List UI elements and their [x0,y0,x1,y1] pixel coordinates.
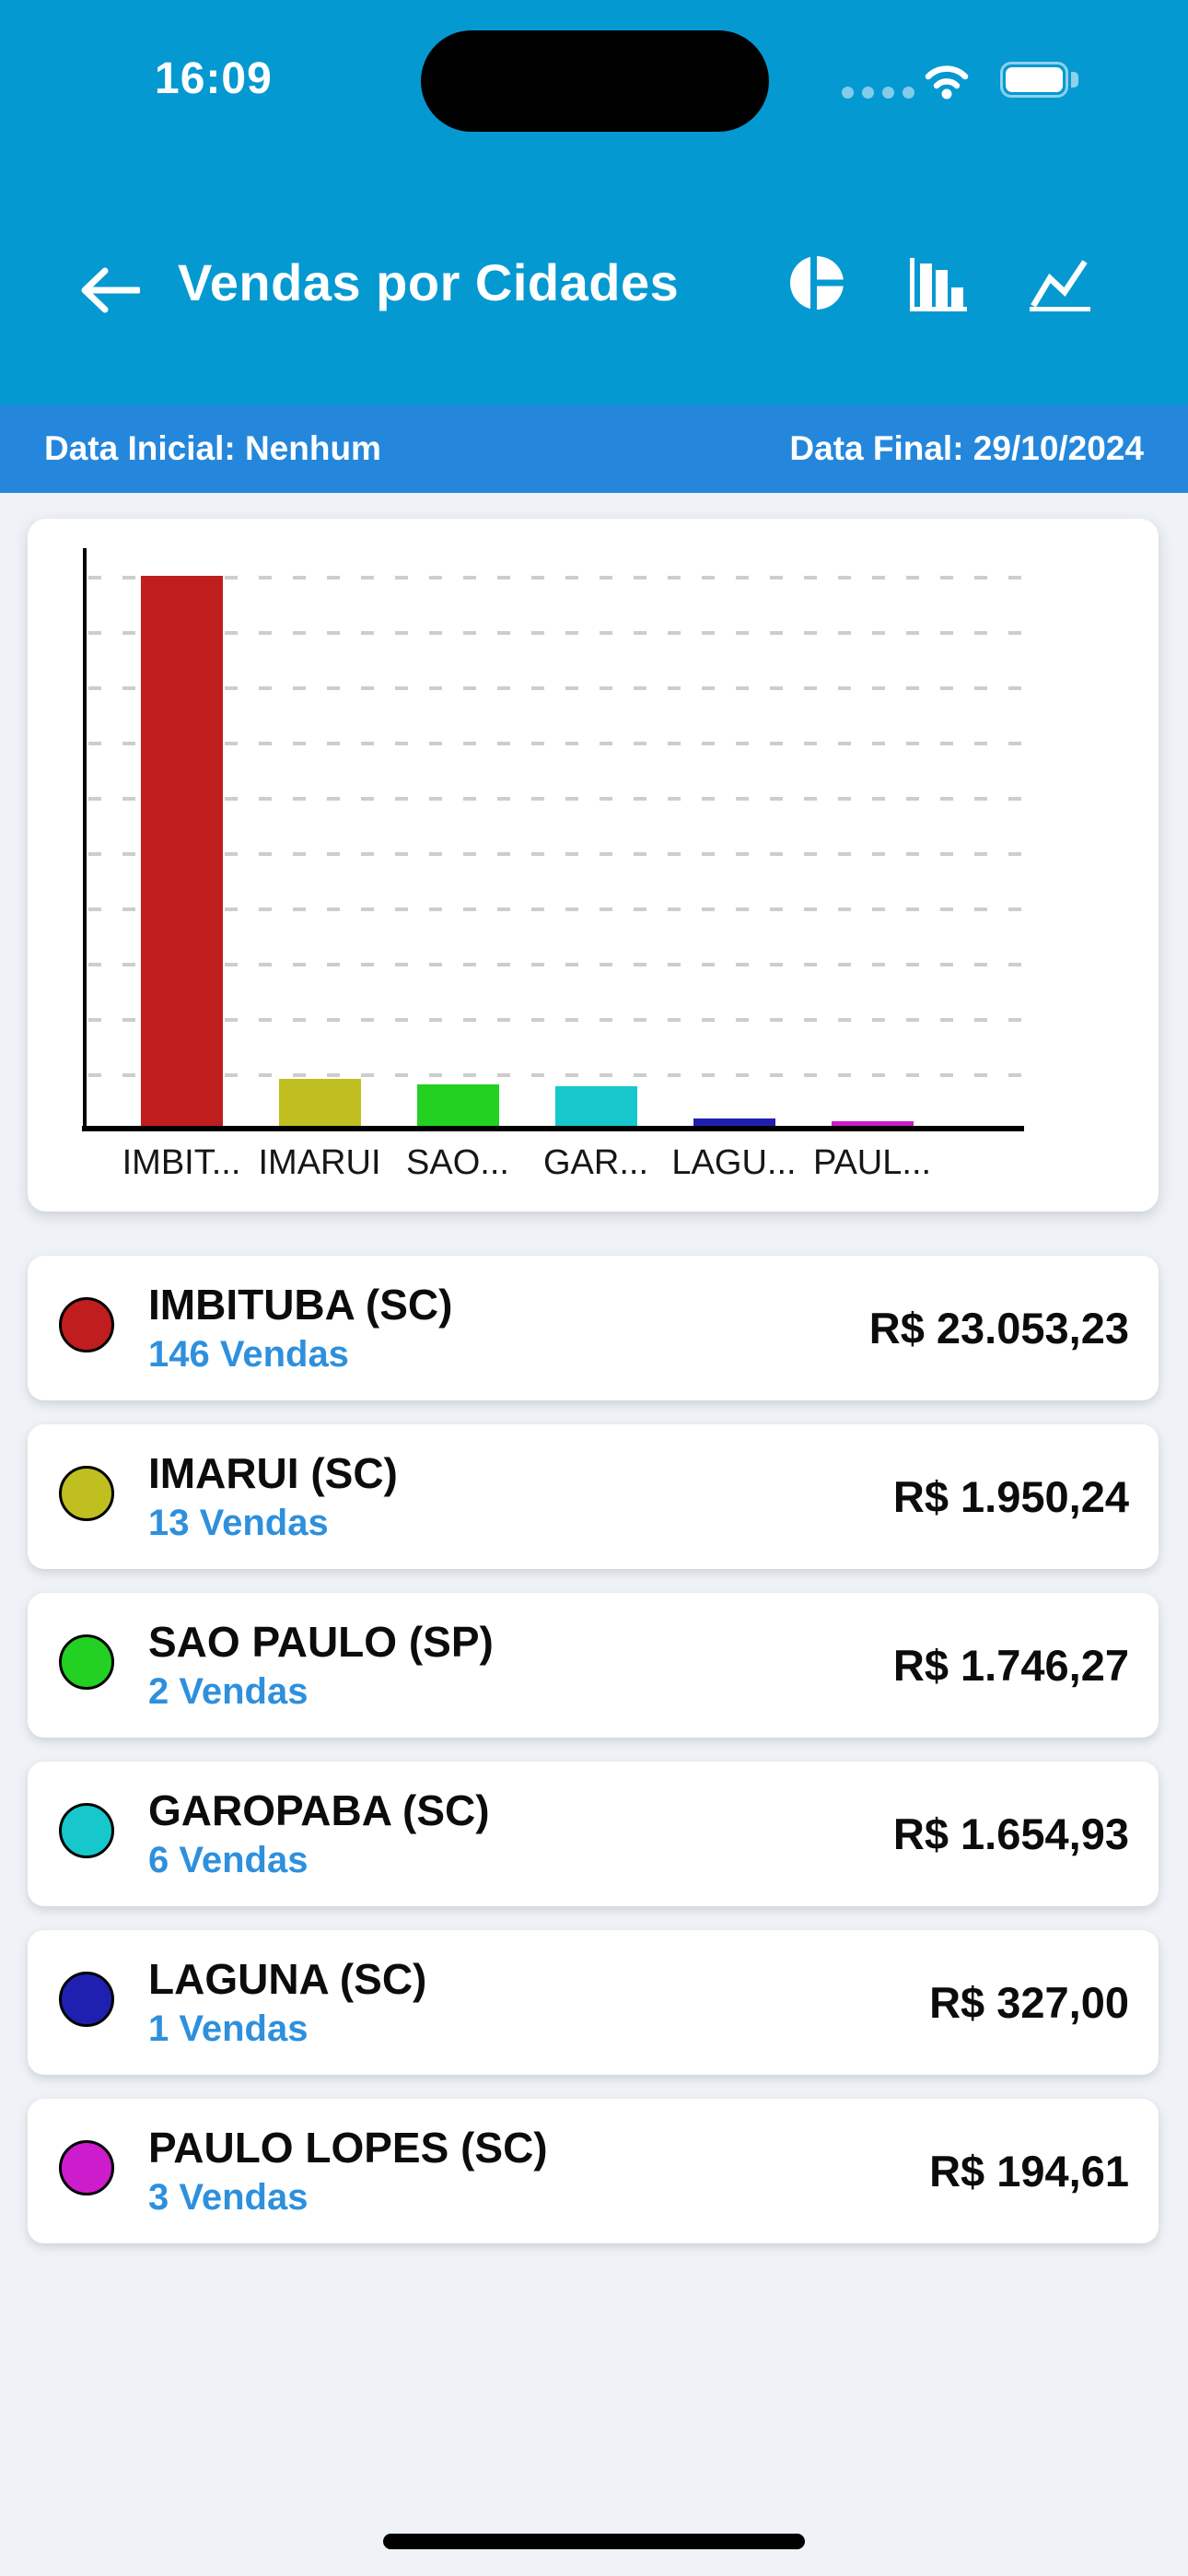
chart-x-label: PAUL... [812,1143,932,1182]
back-arrow-icon[interactable] [79,267,140,313]
city-amount: R$ 1.746,27 [892,1641,1129,1690]
bar-chart-icon[interactable] [910,256,967,311]
city-amount: R$ 194,61 [929,2147,1129,2195]
chart-bar-paul [832,1121,914,1126]
date-initial-button[interactable]: Data Inicial: Nenhum [44,429,381,467]
chart-gridline [88,576,1024,580]
city-row[interactable]: IMARUI (SC) 13 Vendas R$ 1.950,24 [28,1424,1159,1569]
city-texts: IMARUI (SC) 13 Vendas [148,1446,398,1546]
city-texts: SAO PAULO (SP) 2 Vendas [148,1615,494,1715]
city-name: PAULO LOPES (SC) [148,2124,548,2172]
city-amount: R$ 23.053,23 [868,1304,1129,1352]
city-name: SAO PAULO (SP) [148,1618,494,1666]
city-texts: GAROPABA (SC) 6 Vendas [148,1784,490,1883]
chart-gridline [88,963,1024,966]
city-texts: IMBITUBA (SC) 146 Vendas [148,1278,452,1377]
city-amount: R$ 1.654,93 [892,1809,1129,1858]
chart-gridline [88,686,1024,690]
city-amount: R$ 327,00 [929,1978,1129,2027]
cellular-dot [862,87,874,99]
chart-bar-imarui [279,1079,361,1126]
city-color-dot [59,2140,114,2195]
chart-x-label: SAO... [406,1143,509,1182]
battery-nub [1071,72,1078,88]
city-sales-count[interactable]: 2 Vendas [148,1671,309,1712]
cellular-dot [882,87,894,99]
city-color-dot [59,1634,114,1690]
cellular-dot [903,87,914,99]
city-name: IMBITUBA (SC) [148,1281,453,1329]
page-title: Vendas por Cidades [178,253,680,311]
city-name: LAGUNA (SC) [148,1955,427,2003]
city-sales-count[interactable]: 6 Vendas [148,1840,309,1880]
city-sales-count[interactable]: 13 Vendas [148,1503,329,1543]
wifi-icon [925,65,969,100]
city-color-dot [59,1803,114,1858]
city-color-dot [59,1972,114,2027]
chart-x-label: GAR... [542,1143,649,1182]
chart-gridline [88,631,1024,635]
status-time: 16:09 [155,54,273,103]
chart-gridline [88,797,1024,801]
city-name: GAROPABA (SC) [148,1786,490,1834]
chart-gridline [88,852,1024,856]
city-sales-count[interactable]: 1 Vendas [148,2008,309,2049]
city-row[interactable]: IMBITUBA (SC) 146 Vendas R$ 23.053,23 [28,1256,1159,1400]
dynamic-island [421,30,769,132]
chart-x-label: IMBIT... [122,1143,241,1182]
chart-bar-imbit [141,576,223,1126]
sales-bar-chart: IMBIT... IMARUI SAO... GAR... LAGU... PAUL... [28,519,1159,1212]
city-texts: PAULO LOPES (SC) 3 Vendas [148,2121,548,2220]
chart-bar-gar [555,1086,637,1126]
chart-bar-sao [417,1084,499,1126]
chart-x-label: LAGU... [671,1143,797,1182]
app-header: 16:09 Vendas por Cidades [0,0,1188,404]
battery-icon [1000,62,1068,98]
city-row[interactable]: LAGUNA (SC) 1 Vendas R$ 327,00 [28,1930,1159,2075]
chart-bar-lagu [693,1118,775,1126]
chart-x-axis [82,1126,1024,1131]
city-sales-count[interactable]: 3 Vendas [148,2177,309,2218]
line-chart-icon[interactable] [1030,256,1090,311]
chart-gridline [88,1073,1024,1077]
chart-gridline [88,907,1024,911]
cellular-signal-icon [842,87,914,99]
city-amount: R$ 1.950,24 [892,1472,1129,1521]
city-texts: LAGUNA (SC) 1 Vendas [148,1952,426,2052]
chart-card: IMBIT... IMARUI SAO... GAR... LAGU... PAUL... [28,519,1159,1212]
pie-chart-icon[interactable] [789,256,844,310]
city-color-dot [59,1466,114,1521]
city-color-dot [59,1297,114,1352]
date-filter-bar: Data Inicial: Nenhum Data Final: 29/10/2… [0,404,1188,493]
cellular-dot [842,87,854,99]
chart-y-axis [83,548,87,1131]
chart-x-label: IMARUI [258,1143,381,1182]
chart-gridline [88,742,1024,745]
chart-gridline [88,1018,1024,1022]
city-row[interactable]: GAROPABA (SC) 6 Vendas R$ 1.654,93 [28,1762,1159,1906]
city-row[interactable]: PAULO LOPES (SC) 3 Vendas R$ 194,61 [28,2099,1159,2243]
city-name: IMARUI (SC) [148,1449,398,1497]
home-indicator-bar[interactable] [383,2534,805,2549]
date-final-button[interactable]: Data Final: 29/10/2024 [789,429,1144,467]
city-sales-count[interactable]: 146 Vendas [148,1334,349,1375]
city-row[interactable]: SAO PAULO (SP) 2 Vendas R$ 1.746,27 [28,1593,1159,1738]
